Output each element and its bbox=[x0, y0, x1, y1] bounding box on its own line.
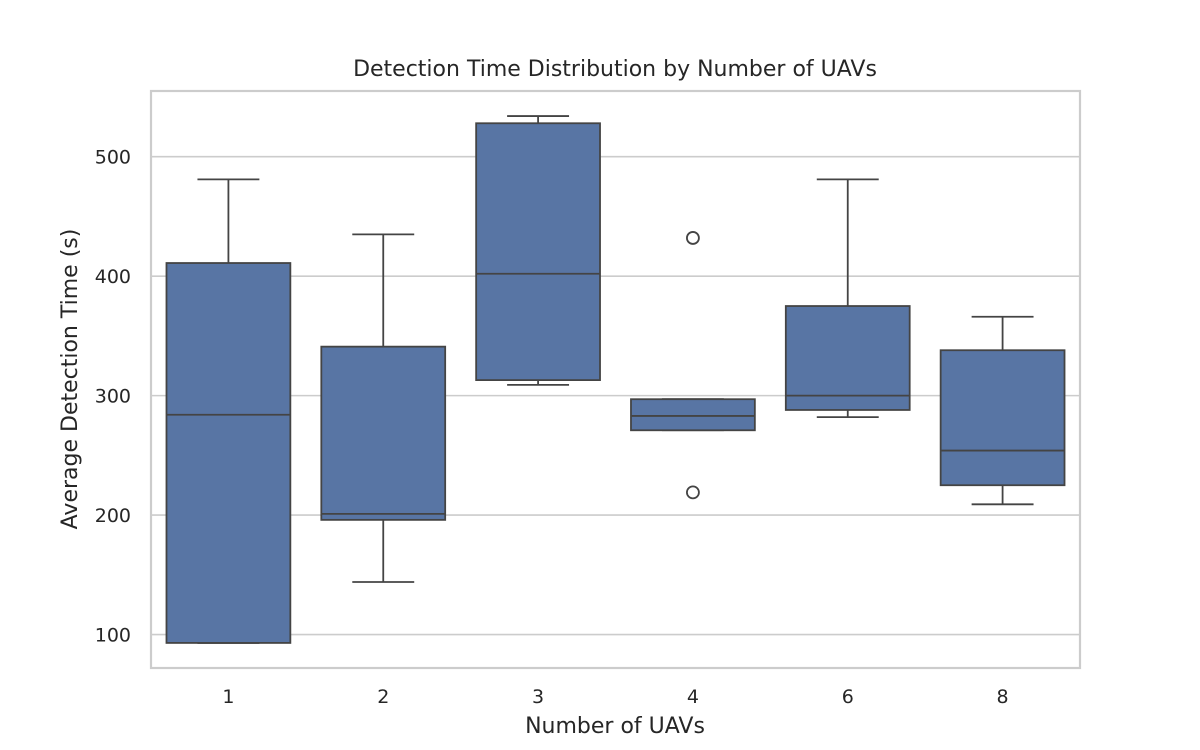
box-group bbox=[320, 233, 447, 583]
iqr-box bbox=[630, 398, 756, 432]
y-tick-label: 400 bbox=[95, 266, 131, 288]
y-tick-label: 500 bbox=[95, 147, 131, 169]
x-tick-label: 2 bbox=[377, 686, 389, 708]
x-tick-label: 6 bbox=[842, 686, 854, 708]
y-tick-label: 100 bbox=[95, 625, 131, 647]
box-group bbox=[784, 178, 911, 419]
x-axis-title: Number of UAVs bbox=[525, 714, 705, 739]
box-series bbox=[165, 115, 1066, 644]
iqr-box bbox=[784, 305, 911, 411]
y-tick-label: 200 bbox=[95, 505, 131, 527]
y-tick-label: 300 bbox=[95, 386, 131, 408]
chart-title: Detection Time Distribution by Number of… bbox=[353, 57, 877, 82]
iqr-box bbox=[475, 122, 601, 381]
y-tick-labels: 100 200 300 400 500 bbox=[95, 147, 131, 647]
box-group bbox=[475, 115, 601, 386]
y-axis-title: Average Detection Time (s) bbox=[58, 229, 83, 530]
box-group bbox=[165, 178, 292, 644]
x-tick-label: 4 bbox=[687, 686, 699, 708]
x-tick-label: 1 bbox=[222, 686, 234, 708]
outlier-point bbox=[686, 485, 700, 500]
iqr-box bbox=[165, 262, 292, 644]
box-group bbox=[939, 315, 1066, 506]
box-group bbox=[630, 231, 756, 500]
iqr-box bbox=[320, 345, 447, 521]
x-tick-label: 8 bbox=[997, 686, 1009, 708]
x-tick-labels: 1 2 3 4 6 8 bbox=[222, 686, 1008, 708]
grid-lines bbox=[151, 155, 1080, 636]
outlier-point bbox=[686, 231, 700, 245]
x-tick-label: 3 bbox=[532, 686, 544, 708]
iqr-box bbox=[939, 349, 1066, 487]
plot-area-frame bbox=[149, 89, 1082, 670]
